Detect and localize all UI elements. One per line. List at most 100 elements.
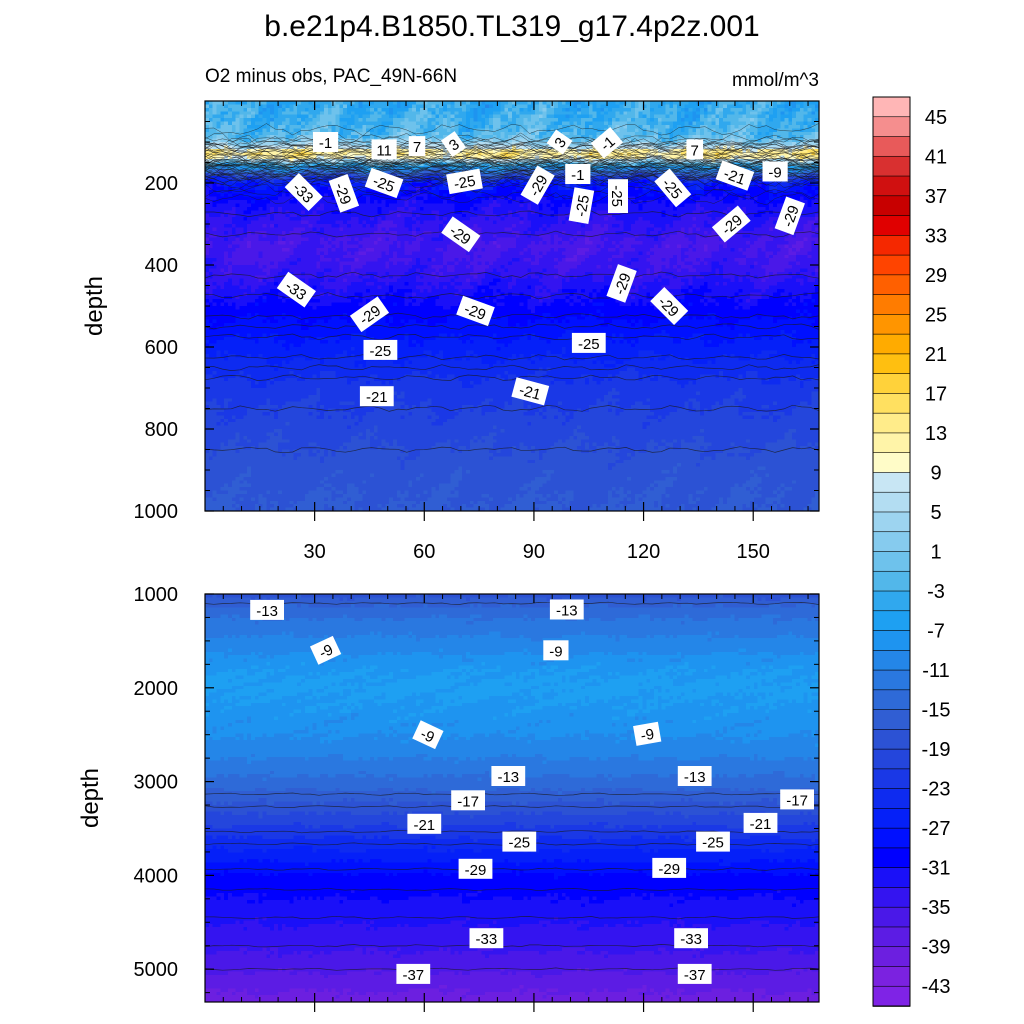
field-cell [535, 145, 540, 150]
field-cell [293, 111, 298, 116]
field-cell [381, 114, 386, 119]
field-cell [653, 186, 659, 191]
field-cell [308, 121, 314, 126]
field-cell [772, 107, 778, 112]
field-cell [300, 172, 306, 177]
field-cell [343, 159, 348, 164]
field-cell [769, 186, 774, 191]
field-cell [546, 203, 551, 208]
field-cell [400, 101, 406, 106]
field-cell [408, 196, 413, 201]
field-cell [738, 104, 743, 109]
field-cell [335, 107, 340, 112]
field-cell [270, 104, 275, 109]
field-cell [646, 142, 651, 147]
field-cell [811, 118, 816, 123]
field-cell [358, 196, 363, 201]
field-cell [661, 169, 667, 174]
field-cell [300, 114, 306, 119]
field-cell [680, 203, 686, 208]
field-cell [423, 142, 429, 147]
field-cell [784, 124, 789, 129]
field-cell [688, 131, 693, 136]
field-cell [224, 206, 229, 211]
field-cell [596, 176, 601, 181]
field-cell [404, 183, 409, 188]
field-cell [350, 114, 356, 119]
field-cell [335, 172, 340, 177]
field-cell [519, 186, 525, 191]
field-cell [584, 101, 590, 106]
field-cell [688, 101, 693, 106]
field-cell [550, 200, 555, 205]
field-cell [373, 104, 379, 109]
field-cell [243, 186, 248, 191]
field-cell [442, 145, 448, 150]
field-cell [281, 131, 287, 136]
field-cell [500, 107, 505, 112]
field-cell [646, 124, 651, 129]
field-cell [224, 193, 229, 198]
field-cell [404, 111, 409, 116]
field-cell [642, 200, 647, 205]
field-cell [404, 135, 409, 140]
field-cell [558, 186, 563, 191]
field-cell [738, 186, 743, 191]
field-cell [358, 118, 363, 123]
field-cell [396, 107, 402, 112]
field-cell [389, 114, 394, 119]
field-cell [638, 148, 644, 153]
field-cell [400, 172, 406, 177]
field-cell [262, 121, 267, 126]
field-cell [600, 193, 605, 198]
field-cell [396, 148, 402, 153]
field-cell [205, 179, 210, 184]
field-cell [262, 114, 267, 119]
field-cell [792, 118, 797, 123]
field-cell [408, 172, 413, 177]
field-cell [496, 135, 502, 140]
field-cell [281, 118, 287, 123]
field-cell [634, 176, 640, 181]
field-cell [362, 186, 367, 191]
field-cell [285, 145, 291, 150]
field-cell [385, 107, 390, 112]
field-cell [228, 159, 233, 164]
field-cell [550, 196, 555, 201]
field-cell [703, 128, 709, 133]
field-cell [312, 121, 317, 126]
field-cell [669, 111, 674, 116]
field-cell [650, 114, 655, 119]
field-cell [270, 183, 275, 188]
field-cell [569, 107, 574, 112]
field-cell [439, 124, 444, 129]
field-cell [719, 114, 724, 119]
field-cell [427, 200, 433, 205]
field-cell [615, 128, 621, 133]
field-cell [477, 196, 482, 201]
field-cell [742, 203, 747, 208]
field-cell [354, 135, 360, 140]
field-cell [416, 124, 421, 129]
field-cell [519, 111, 525, 116]
field-cell [688, 114, 693, 119]
field-cell [454, 101, 459, 106]
field-cell [331, 152, 337, 157]
field-cell [293, 124, 298, 129]
field-cell [469, 121, 475, 126]
field-cell [700, 179, 705, 184]
field-cell [216, 148, 221, 153]
field-cell [308, 124, 314, 129]
field-cell [289, 203, 294, 208]
field-cell [404, 138, 409, 143]
field-cell [504, 142, 509, 147]
field-cell [243, 111, 248, 116]
field-cell [465, 104, 471, 109]
field-cell [266, 196, 271, 201]
field-cell [366, 128, 371, 133]
field-cell [377, 121, 383, 126]
field-cell [512, 111, 517, 116]
field-cell [584, 131, 590, 136]
field-cell [504, 107, 509, 112]
field-cell [581, 101, 586, 106]
